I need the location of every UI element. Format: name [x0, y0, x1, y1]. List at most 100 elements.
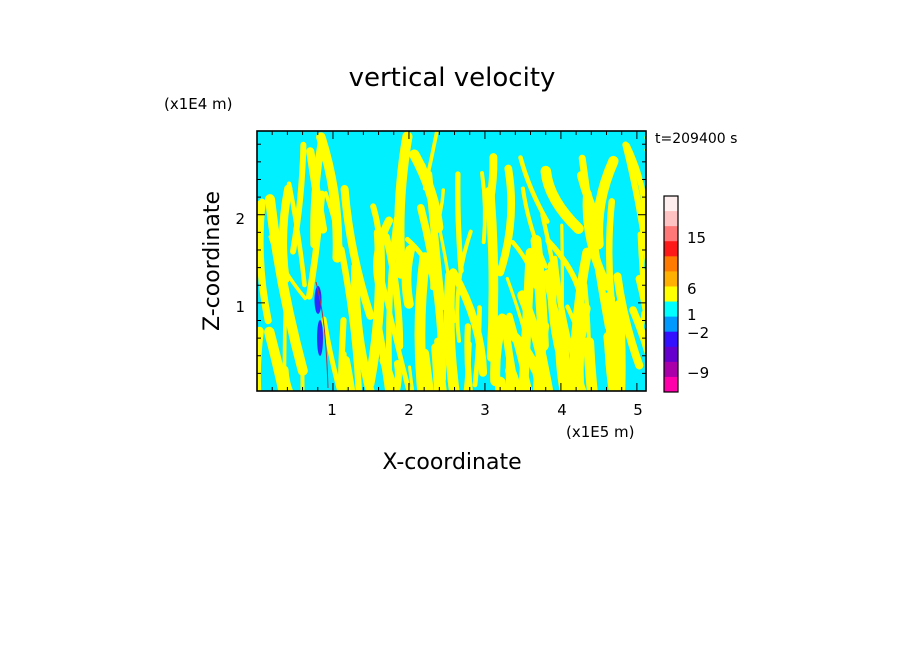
axis-ticks: [257, 131, 646, 391]
x-tick-label: 1: [327, 401, 337, 419]
positive-band: [237, 370, 259, 451]
x-axis-label: X-coordinate: [382, 450, 521, 475]
positive-band: [496, 164, 516, 277]
chart-title: vertical velocity: [349, 63, 556, 93]
positive-band: [401, 245, 415, 309]
time-label: t=209400 s: [655, 131, 737, 147]
colorbar-block: [664, 226, 678, 242]
positive-band: [431, 343, 443, 391]
positive-band: [613, 300, 626, 391]
positive-band: [370, 203, 383, 260]
colorbar-block: [664, 301, 678, 318]
colorbar-block: [664, 286, 678, 303]
colorbar-label: −9: [687, 364, 709, 382]
positive-band: [278, 184, 293, 284]
y-unit-label: (x1E4 m): [164, 95, 233, 113]
positive-band: [540, 213, 572, 379]
colorbar-label: −2: [687, 324, 709, 342]
colorbar-block: [664, 376, 678, 393]
positive-band: [422, 131, 439, 191]
positive-band: [455, 171, 464, 274]
positive-band: [337, 317, 347, 391]
positive-band: [565, 304, 597, 391]
positive-band: [480, 171, 487, 245]
x-unit-label: (x1E5 m): [566, 423, 635, 441]
x-tick-label: 2: [404, 401, 414, 419]
positive-band: [463, 341, 472, 391]
positive-band: [306, 190, 326, 300]
positive-band: [635, 274, 646, 332]
positive-band: [382, 233, 404, 350]
positive-band: [533, 321, 550, 391]
positive-band: [643, 198, 646, 250]
x-tick-label: 5: [633, 401, 643, 419]
x-tick-label: 3: [480, 401, 490, 419]
positive-band: [535, 381, 545, 391]
positive-band: [484, 186, 499, 362]
positive-band: [392, 360, 402, 391]
positive-band: [629, 306, 646, 358]
colorbar-block: [664, 211, 678, 227]
negative-core-upper: [314, 286, 322, 314]
positive-band: [351, 262, 375, 391]
positive-band: [518, 155, 550, 224]
x-tick-label: 4: [557, 401, 567, 419]
positive-band: [449, 268, 488, 377]
colorbar-label: 15: [687, 229, 706, 247]
colorbar-block: [664, 271, 678, 287]
colorbar-label: 6: [687, 280, 697, 298]
positive-band: [394, 131, 413, 279]
positive-band: [664, 141, 692, 196]
positive-band: [422, 163, 457, 323]
positive-band: [640, 311, 646, 357]
colorbar-block: [664, 196, 678, 212]
colorbar-label: 1: [687, 306, 697, 324]
plot-frame: [256, 130, 647, 392]
positive-band: [485, 153, 498, 208]
positive-band: [379, 356, 399, 391]
contour-line: [315, 281, 329, 389]
colorbar-block: [664, 241, 678, 257]
y-tick-label: 2: [235, 210, 245, 228]
positive-band: [540, 165, 584, 234]
positive-band: [577, 171, 604, 230]
positive-band: [500, 322, 541, 375]
positive-band: [506, 312, 533, 391]
colorbar-block: [664, 361, 678, 378]
positive-band: [505, 355, 511, 391]
positive-band: [622, 141, 646, 274]
positive-band: [419, 348, 434, 391]
positive-band: [265, 194, 308, 376]
positive-band: [257, 326, 264, 391]
y-tick-label: 1: [235, 298, 245, 316]
colorbar-block: [664, 331, 678, 348]
positive-band: [340, 185, 375, 320]
y-axis-label: Z-coordinate: [200, 191, 225, 331]
positive-band: [300, 369, 305, 391]
positive-band: [264, 326, 289, 391]
positive-band: [414, 252, 431, 391]
positive-band: [605, 295, 620, 391]
positive-band: [592, 155, 619, 250]
colorbar-block: [664, 316, 678, 333]
positive-band: [341, 356, 356, 391]
positive-band: [374, 322, 393, 391]
positive-band: [321, 316, 343, 391]
positive-band: [408, 365, 415, 391]
contour-field: [237, 131, 692, 451]
positive-band: [613, 272, 644, 370]
colorbar-frame: [663, 195, 679, 393]
positive-band: [290, 141, 307, 255]
positive-band: [569, 346, 587, 391]
positive-band: [431, 188, 445, 240]
positive-band: [547, 260, 576, 391]
colorbar: 15 6 1 −2 −9: [663, 195, 709, 393]
positive-band: [605, 198, 620, 341]
positive-band: [282, 289, 288, 391]
positive-band: [316, 132, 343, 263]
colorbar-block: [664, 346, 678, 363]
negative-core-lower: [317, 320, 323, 356]
positive-band: [490, 313, 508, 387]
positive-band: [500, 318, 520, 391]
